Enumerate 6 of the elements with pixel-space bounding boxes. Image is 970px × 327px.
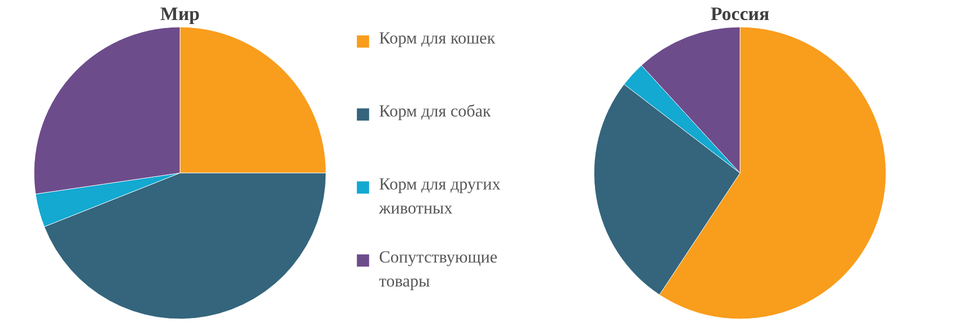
legend-label: Сопутствующие товары xyxy=(379,248,498,290)
legend-label: Корм для кошек xyxy=(379,28,496,48)
legend-label: Корм для собак xyxy=(379,102,492,120)
legend-label: Корм для других животных xyxy=(378,174,501,218)
chart-title: Россия xyxy=(710,4,770,25)
chart-title: Мир xyxy=(160,4,200,25)
